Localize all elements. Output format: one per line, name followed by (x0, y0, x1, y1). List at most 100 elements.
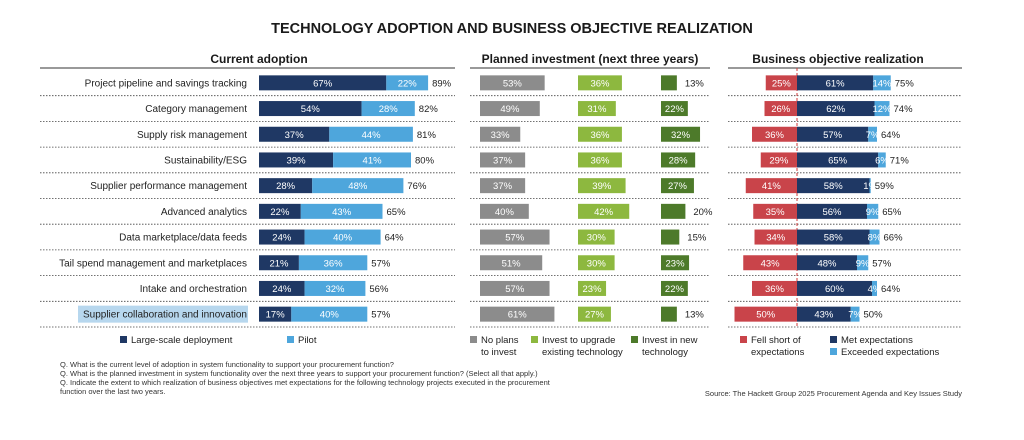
legend-label-upgrade: existing technology (542, 347, 623, 358)
sec-planned-investment: Planned investment (next three years) (482, 52, 699, 66)
label-adoption-total: 82% (419, 104, 439, 115)
label-large-scale-deployment: 54% (301, 104, 321, 115)
legend-swatch-large-scale (120, 336, 127, 343)
label-met-expectations: 48% (817, 258, 837, 269)
category-highlight (78, 305, 248, 323)
category-label: Data marketplace/data feeds (119, 233, 247, 244)
category-row: Supplier performance management 28% 48% 76%… (90, 178, 894, 194)
bar-pilot (333, 152, 411, 168)
bar-upgrade-existing (578, 101, 616, 117)
bar-invest-new (661, 178, 694, 194)
label-invest-new: 28% (669, 155, 689, 166)
label-adoption-total: 65% (387, 207, 407, 218)
bar-exceeded-expectations (869, 229, 880, 245)
label-realization-total: 66% (884, 233, 904, 244)
label-exceeded-expectations: 1% (863, 181, 877, 192)
bar-met-expectations (797, 101, 875, 117)
bar-fell-short (765, 75, 797, 91)
bar-no-plans (480, 152, 526, 168)
label-exceeded-expectations: 9% (856, 258, 870, 269)
label-met-expectations: 58% (824, 233, 844, 244)
label-invest-new: 32% (671, 130, 691, 141)
bar-exceeded-expectations (868, 126, 877, 142)
label-no-plans: 51% (502, 258, 522, 269)
bar-large-scale-deployment (259, 178, 313, 194)
label-upgrade-existing: 39% (592, 181, 612, 192)
category-row: Category management 54% 28% 82% 49% 31% 22% 26%… (145, 101, 913, 117)
footnote: function over the last two years. (60, 387, 165, 396)
bar-large-scale-deployment (259, 126, 330, 142)
label-no-plans: 49% (500, 104, 520, 115)
legend-swatch-pilot (287, 336, 294, 343)
label-exceeded-expectations: 7% (866, 130, 880, 141)
bar-exceeded-expectations (873, 75, 891, 91)
label-pilot: 40% (333, 233, 353, 244)
bar-no-plans (480, 229, 550, 245)
label-invest-new: 13% (685, 310, 705, 321)
bar-invest-new (661, 306, 677, 322)
bar-met-expectations (797, 306, 851, 322)
bar-exceeded-expectations (874, 101, 890, 117)
bar-met-expectations (797, 203, 867, 219)
label-upgrade-existing: 42% (594, 207, 614, 218)
bar-large-scale-deployment (259, 101, 362, 117)
footnote: Q. What is the planned investment in sys… (60, 369, 538, 378)
legend-swatch-upgrade (531, 336, 538, 343)
category-row: Data marketplace/data feeds 24% 40% 64% 57% 3… (119, 229, 904, 245)
bar-met-expectations (797, 75, 874, 91)
label-no-plans: 40% (495, 207, 515, 218)
label-fell-short: 43% (761, 258, 781, 269)
bar-exceeded-expectations (872, 280, 877, 296)
legend-label-fell-short: expectations (751, 347, 805, 358)
bar-fell-short (754, 229, 797, 245)
bar-pilot (300, 203, 383, 219)
category-label: Intake and orchestration (140, 284, 247, 295)
category-label: Supply risk management (137, 130, 247, 141)
label-large-scale-deployment: 24% (272, 233, 292, 244)
label-fell-short: 25% (772, 78, 792, 89)
label-fell-short: 35% (766, 207, 786, 218)
label-adoption-total: 81% (417, 130, 437, 141)
bar-no-plans (480, 203, 529, 219)
label-pilot: 22% (398, 78, 418, 89)
bar-no-plans (480, 75, 545, 91)
label-pilot: 48% (348, 181, 368, 192)
legend-label-fell-short: Fell short of (751, 335, 801, 346)
label-met-expectations: 62% (826, 104, 846, 115)
label-exceeded-expectations: 8% (868, 233, 882, 244)
label-pilot: 32% (325, 284, 345, 295)
bar-exceeded-expectations (869, 178, 871, 194)
bar-upgrade-existing (578, 75, 622, 91)
legend-label-new-tech: Invest in new (642, 335, 698, 346)
label-pilot: 28% (379, 104, 399, 115)
label-exceeded-expectations: 6% (875, 155, 889, 166)
chart-title: TECHNOLOGY ADOPTION AND BUSINESS OBJECTI… (271, 21, 753, 37)
bar-fell-short (752, 126, 797, 142)
sec-current-adoption: Current adoption (210, 52, 307, 66)
label-realization-total: 64% (881, 284, 901, 295)
label-no-plans: 53% (503, 78, 523, 89)
bar-fell-short (743, 255, 797, 271)
category-label: Category management (145, 104, 247, 115)
bar-upgrade-existing (578, 229, 615, 245)
bar-no-plans (480, 178, 526, 194)
label-met-expectations: 57% (823, 130, 843, 141)
category-label: Supplier collaboration and innovation (83, 310, 247, 321)
label-large-scale-deployment: 67% (313, 78, 333, 89)
label-fell-short: 36% (765, 130, 785, 141)
category-row: Intake and orchestration 24% 32% 56% 57% 23% 2… (140, 280, 901, 296)
label-realization-total: 75% (895, 78, 915, 89)
bar-fell-short (734, 306, 797, 322)
footnotes: Q. What is the current level of adoption… (60, 360, 551, 396)
label-large-scale-deployment: 21% (269, 258, 289, 269)
category-label: Tail spend management and marketplaces (59, 258, 247, 269)
bar-invest-new (661, 280, 688, 296)
bar-upgrade-existing (578, 203, 630, 219)
rows: Project pipeline and savings tracking 67%… (59, 75, 915, 323)
legend-label-pilot: Pilot (298, 335, 317, 346)
label-large-scale-deployment: 39% (287, 155, 307, 166)
category-row: Advanced analytics 22% 43% 65% 40% 42% 20% 35% 5… (161, 203, 902, 219)
footnote: Q. What is the current level of adoption… (60, 360, 394, 369)
